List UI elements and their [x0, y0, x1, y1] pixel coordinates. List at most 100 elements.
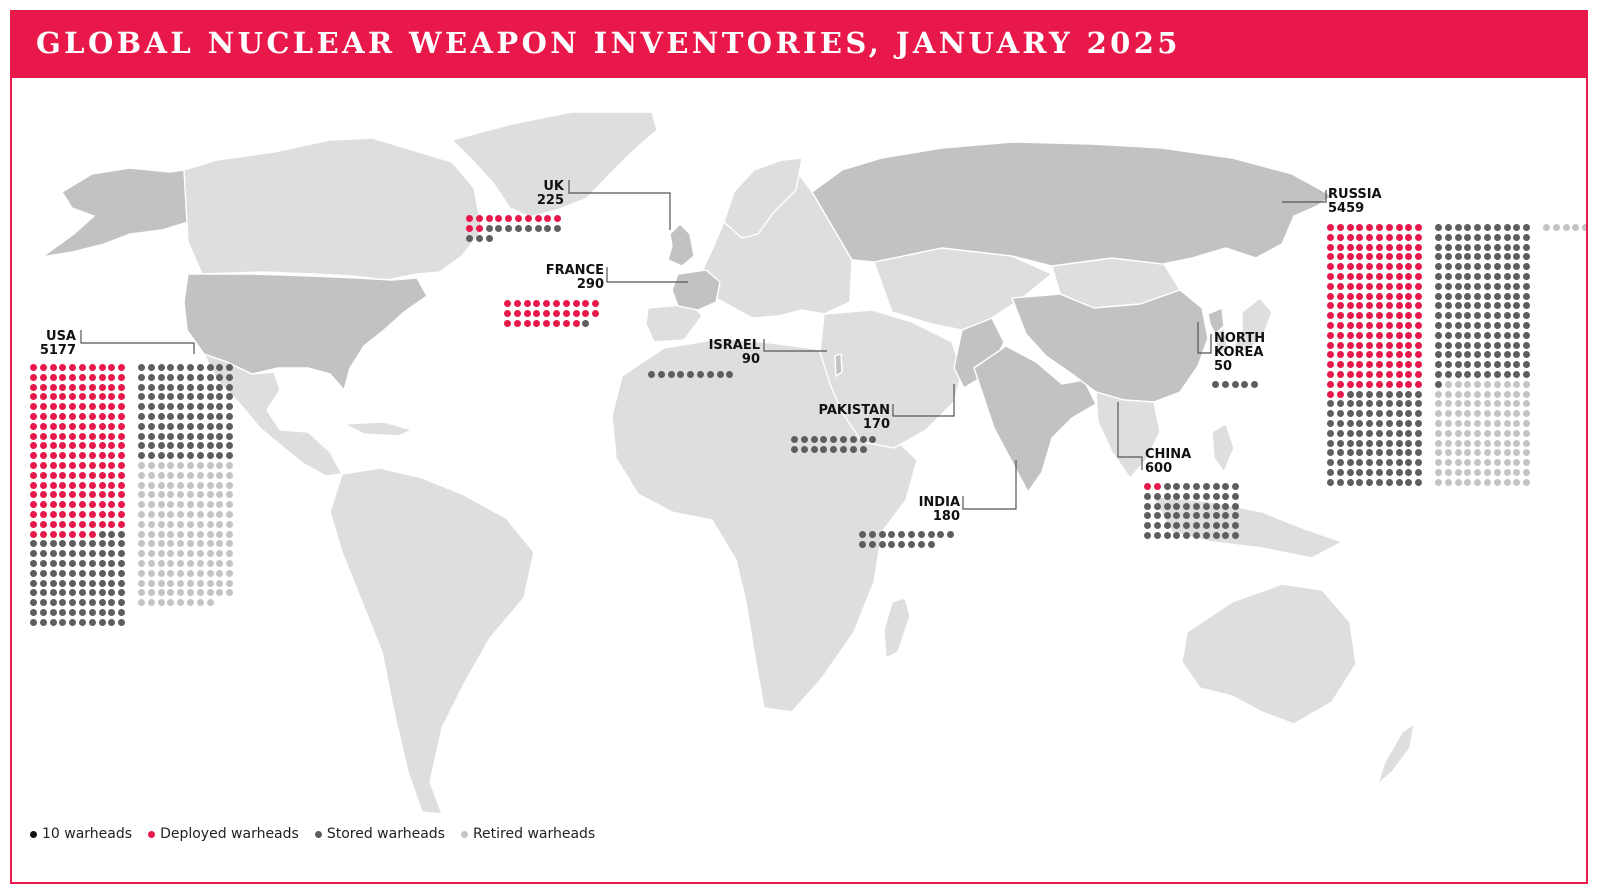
deployed-warhead-dot	[79, 364, 86, 371]
stored-warhead-dot	[226, 383, 234, 391]
retired-warhead-dot	[187, 520, 194, 528]
retired-warhead-dot	[1513, 459, 1521, 467]
stored-warhead-dot	[1513, 341, 1521, 349]
stored-warhead-dot	[1523, 361, 1531, 369]
stored-warhead-dot	[1435, 351, 1442, 359]
retired-warhead-dot	[226, 491, 234, 499]
deployed-warhead-dot	[582, 300, 590, 307]
stored-warhead-dot	[88, 550, 96, 558]
stored-warhead-dot	[1366, 469, 1374, 476]
stored-warhead-dot	[1493, 361, 1501, 369]
stored-warhead-dot	[118, 569, 126, 577]
stored-warhead-dot	[1503, 243, 1511, 251]
stored-warhead-dot	[657, 371, 665, 378]
deployed-warhead-dot	[30, 383, 37, 391]
stored-warhead-dot	[840, 436, 847, 443]
stored-warhead-dot	[1503, 322, 1511, 329]
deployed-warhead-dot	[88, 471, 96, 479]
deployed-warhead-dot	[79, 520, 86, 528]
france-label: FRANCE 290	[532, 264, 604, 292]
retired-warhead-dot	[206, 560, 214, 567]
deployed-warhead-dot	[1415, 233, 1423, 241]
stored-warhead-dot	[1493, 253, 1501, 261]
russia-land	[811, 141, 1334, 267]
south-korea-land	[1213, 326, 1229, 356]
retired-warhead-dot	[157, 511, 165, 518]
deployed-warhead-dot	[1395, 263, 1403, 271]
deployed-warhead-dot	[1415, 380, 1423, 388]
stored-warhead-dot	[98, 540, 106, 548]
legend-stored-dot	[314, 830, 322, 838]
stored-warhead-dot	[830, 436, 838, 443]
deployed-warhead-dot	[30, 471, 37, 479]
deployed-warhead-dot	[1327, 233, 1334, 241]
deployed-warhead-dot	[108, 403, 116, 411]
deployed-warhead-dot	[1336, 243, 1344, 251]
retired-warhead-dot	[177, 579, 185, 587]
retired-warhead-dot	[1454, 439, 1462, 447]
stored-warhead-dot	[69, 579, 77, 587]
southeast-asia-land	[1095, 391, 1161, 480]
retired-warhead-dot	[157, 540, 165, 548]
retired-warhead-dot	[1464, 449, 1472, 457]
retired-warhead-dot	[177, 501, 185, 509]
page-title: GLOBAL NUCLEAR WEAPON INVENTORIES, JANUA…	[36, 26, 1181, 60]
retired-warhead-dot	[1523, 420, 1531, 427]
retired-warhead-dot	[1484, 429, 1491, 437]
deployed-warhead-dot	[79, 501, 86, 509]
deployed-warhead-dot	[505, 215, 513, 222]
retired-warhead-dot	[147, 491, 155, 499]
stored-warhead-dot	[1153, 522, 1161, 530]
retired-warhead-dot	[1454, 400, 1462, 408]
retired-warhead-dot	[206, 520, 214, 528]
stored-warhead-dot	[1385, 478, 1393, 486]
stored-warhead-dot	[1173, 532, 1181, 539]
stored-warhead-dot	[118, 589, 126, 597]
stored-warhead-dot	[49, 618, 57, 626]
stored-warhead-dot	[1405, 459, 1413, 467]
deployed-warhead-dot	[1405, 351, 1413, 359]
stored-warhead-dot	[59, 618, 67, 626]
deployed-warhead-dot	[39, 471, 47, 479]
retired-warhead-dot	[226, 520, 234, 528]
stored-warhead-dot	[1327, 429, 1334, 437]
stored-warhead-dot	[157, 442, 165, 450]
deployed-warhead-dot	[1405, 273, 1413, 280]
deployed-warhead-dot	[1405, 371, 1413, 378]
deployed-warhead-dot	[1346, 351, 1354, 359]
deployed-warhead-dot	[1336, 292, 1344, 300]
stored-warhead-dot	[1464, 292, 1472, 300]
retired-warhead-dot	[1562, 224, 1570, 231]
usa-leader-line	[80, 330, 195, 354]
retired-warhead-dot	[177, 569, 185, 577]
deployed-warhead-dot	[515, 215, 522, 222]
stored-warhead-dot	[1327, 478, 1334, 486]
stored-warhead-dot	[1241, 381, 1249, 388]
stored-warhead-dot	[1464, 341, 1472, 349]
deployed-warhead-dot	[30, 442, 37, 450]
stored-warhead-dot	[177, 413, 185, 420]
retired-warhead-dot	[1435, 420, 1442, 427]
stored-warhead-dot	[1395, 420, 1403, 427]
retired-warhead-dot	[216, 589, 224, 597]
retired-warhead-dot	[1552, 224, 1560, 231]
stored-warhead-dot	[1385, 400, 1393, 408]
stored-warhead-dot	[167, 403, 175, 411]
deployed-warhead-dot	[88, 373, 96, 381]
deployed-warhead-dot	[69, 442, 77, 450]
deployed-warhead-dot	[39, 501, 47, 509]
retired-warhead-dot	[1435, 449, 1442, 457]
deployed-warhead-dot	[98, 432, 106, 440]
deployed-warhead-dot	[1415, 341, 1423, 349]
deployed-warhead-dot	[513, 319, 521, 327]
stored-warhead-dot	[1405, 478, 1413, 486]
stored-warhead-dot	[187, 452, 194, 460]
deployed-warhead-dot	[475, 224, 483, 232]
deployed-warhead-dot	[1346, 224, 1354, 231]
retired-warhead-dot	[216, 550, 224, 558]
retired-warhead-dot	[138, 579, 145, 587]
stored-warhead-dot	[1251, 381, 1259, 388]
deployed-warhead-dot	[1327, 322, 1334, 329]
deployed-warhead-dot	[69, 432, 77, 440]
deployed-warhead-dot	[59, 471, 67, 479]
